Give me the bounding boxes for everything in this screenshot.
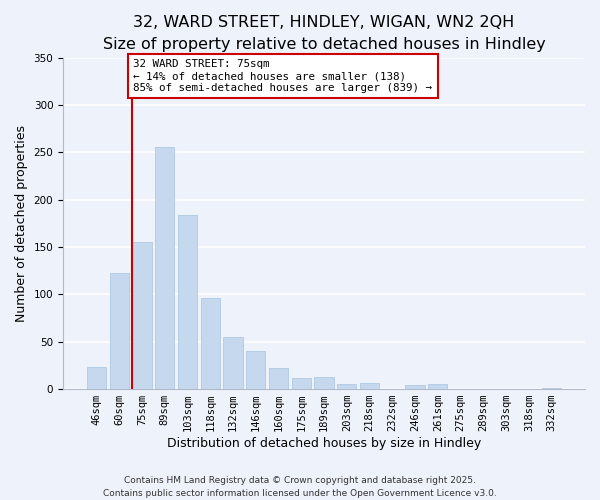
Text: 32 WARD STREET: 75sqm
← 14% of detached houses are smaller (138)
85% of semi-det: 32 WARD STREET: 75sqm ← 14% of detached … (133, 60, 432, 92)
Title: 32, WARD STREET, HINDLEY, WIGAN, WN2 2QH
Size of property relative to detached h: 32, WARD STREET, HINDLEY, WIGAN, WN2 2QH… (103, 15, 545, 52)
Bar (132, 242, 152, 389)
Bar (246, 351, 265, 389)
Bar (269, 368, 288, 389)
Bar (314, 377, 334, 389)
Bar (223, 337, 242, 389)
Bar (542, 388, 561, 389)
Bar (428, 384, 448, 389)
Bar (200, 298, 220, 389)
Text: Contains HM Land Registry data © Crown copyright and database right 2025.
Contai: Contains HM Land Registry data © Crown c… (103, 476, 497, 498)
Bar (406, 386, 425, 389)
Bar (292, 378, 311, 389)
X-axis label: Distribution of detached houses by size in Hindley: Distribution of detached houses by size … (167, 437, 481, 450)
Bar (87, 368, 106, 389)
Y-axis label: Number of detached properties: Number of detached properties (15, 125, 28, 322)
Bar (337, 384, 356, 389)
Bar (178, 215, 197, 389)
Bar (155, 146, 175, 389)
Bar (110, 272, 129, 389)
Bar (360, 384, 379, 389)
